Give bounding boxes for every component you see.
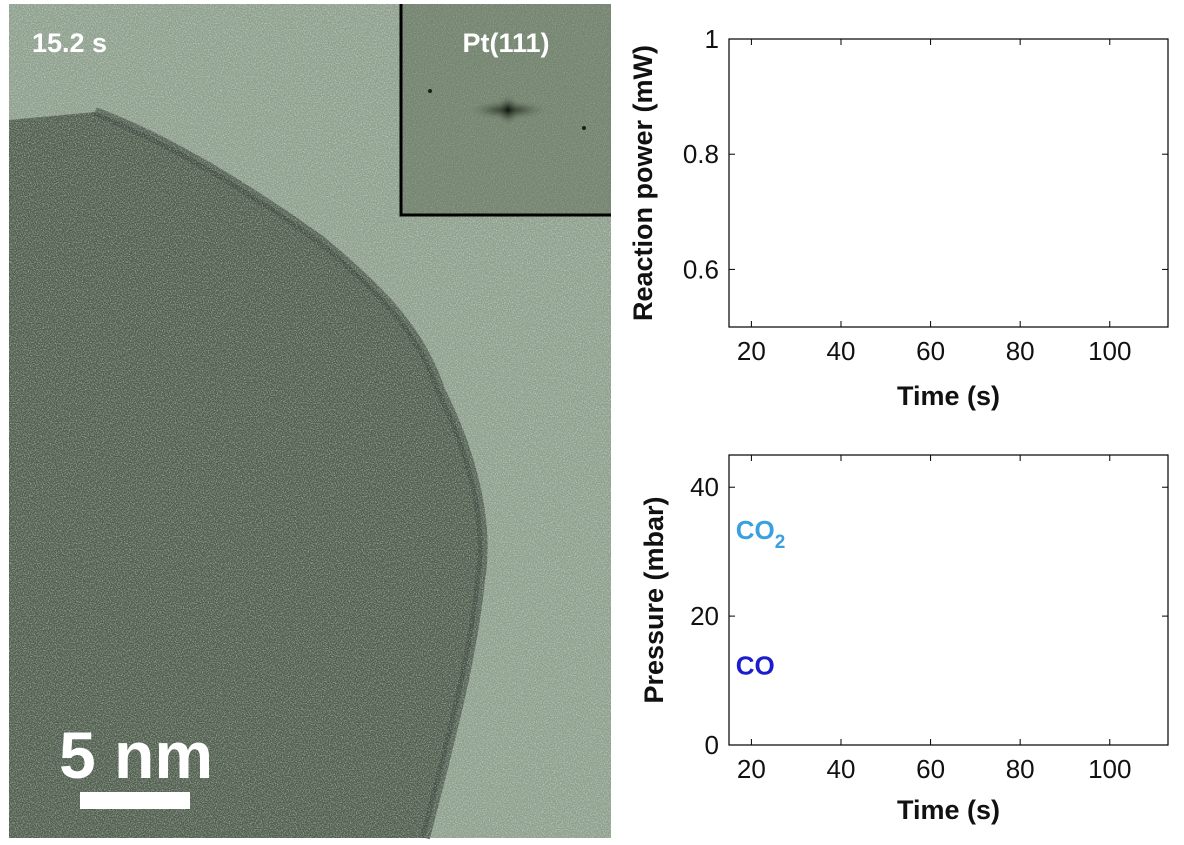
annotation-subscript: 2 bbox=[775, 532, 786, 553]
chart2-x-tick-label: 100 bbox=[1088, 754, 1131, 784]
chart2-series-annotation: CO bbox=[736, 650, 775, 680]
chart1-x-tick-label: 100 bbox=[1088, 336, 1131, 366]
chart1-y-tick-label: 0.8 bbox=[683, 139, 719, 169]
fft-spot bbox=[428, 89, 432, 93]
scale-bar bbox=[80, 792, 190, 809]
chart2-x-axis-label: Time (s) bbox=[897, 795, 1000, 825]
chart2-y-tick-label: 40 bbox=[690, 472, 719, 502]
chart1-x-tick-label: 40 bbox=[827, 336, 856, 366]
chart2-x-tick-label: 80 bbox=[1006, 754, 1035, 784]
chart2-plot-frame bbox=[728, 454, 1169, 746]
fft-center-glow bbox=[496, 94, 520, 126]
chart2-series-annotation: CO2 bbox=[736, 515, 786, 553]
chart1-y-axis-label: Reaction power (mW) bbox=[628, 45, 658, 321]
chart2-y-axis-label: Pressure (mbar) bbox=[639, 496, 669, 703]
chart2-x-tick-label: 20 bbox=[737, 754, 766, 784]
chart2-y-tick-label: 0 bbox=[705, 730, 719, 760]
chart1-y-tick-label: 1 bbox=[705, 24, 719, 54]
chart1-y-tick-label: 0.6 bbox=[683, 254, 719, 284]
chart2-x-tick-label: 40 bbox=[827, 754, 856, 784]
chart1-plot-frame bbox=[728, 38, 1169, 328]
chart2-x-tick-label: 60 bbox=[916, 754, 945, 784]
inset-label: Pt(111) bbox=[462, 28, 549, 58]
annotation-text: CO bbox=[736, 650, 775, 680]
chart1-x-tick-label: 60 bbox=[916, 336, 945, 366]
chart1-x-tick-label: 20 bbox=[737, 336, 766, 366]
annotation-text: CO bbox=[736, 515, 775, 545]
chart1-x-tick-label: 80 bbox=[1006, 336, 1035, 366]
fft-spot bbox=[582, 126, 586, 130]
scale-bar-label: 5 nm bbox=[59, 718, 213, 792]
chart1-x-axis-label: Time (s) bbox=[897, 381, 1000, 411]
fft-inset-border bbox=[399, 4, 611, 217]
chart2-y-tick-label: 20 bbox=[690, 601, 719, 631]
timestamp-label: 15.2 s bbox=[32, 28, 107, 58]
